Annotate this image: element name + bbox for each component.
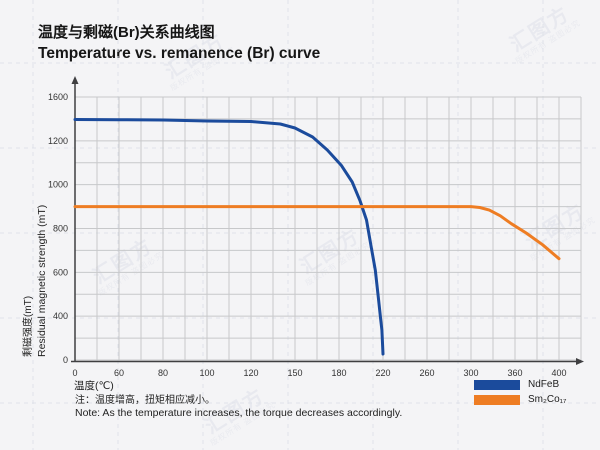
legend-label: Sm₂Co₁₇ (528, 394, 567, 405)
legend-swatch (474, 379, 520, 390)
x-axis-arrow (576, 358, 584, 365)
footnote: 注：温度增高，扭矩相应减小。 Note: As the temperature … (75, 394, 402, 420)
y-axis-title-en: Residual magnetic strength (mT) (36, 205, 48, 357)
x-tick-label: 80 (158, 368, 168, 378)
y-tick-label: 1200 (48, 136, 68, 146)
chart-title-en: Temperature vs. remanence (Br) curve (38, 45, 321, 62)
x-tick-label: 400 (551, 368, 566, 378)
y-tick-label: 800 (53, 224, 68, 234)
y-tick-label: 600 (53, 267, 68, 277)
chart-title-zh: 温度与剩磁(Br)关系曲线图 (38, 24, 215, 41)
chart-legend: NdFeB Sm₂Co₁₇ (474, 377, 566, 407)
y-tick-label: 400 (53, 311, 68, 321)
x-tick-label: 100 (199, 368, 214, 378)
y-tick-label: 1600 (48, 92, 68, 102)
x-tick-label: 260 (419, 368, 434, 378)
legend-swatch (474, 394, 520, 405)
x-tick-label: 150 (287, 368, 302, 378)
y-axis-arrow (71, 76, 79, 84)
x-tick-label: 60 (114, 368, 124, 378)
y-axis-title-zh: 剩磁强度(mT) (21, 296, 34, 357)
curve-smco (73, 205, 561, 261)
x-axis-title: 温度(℃) (74, 380, 114, 392)
x-tick-label: 360 (507, 368, 522, 378)
y-tick-label: 1000 (48, 180, 68, 190)
x-tick-label: 120 (243, 368, 258, 378)
legend-label: NdFeB (528, 379, 560, 390)
chart-title-block: 温度与剩磁(Br)关系曲线图 Temperature vs. remanence… (38, 22, 320, 64)
footnote-en: Note: As the temperature increases, the … (75, 407, 403, 419)
legend-item: Sm₂Co₁₇ (474, 392, 566, 407)
x-tick-label: 0 (72, 368, 77, 378)
x-tick-label: 220 (375, 368, 390, 378)
x-tick-label: 300 (463, 368, 478, 378)
curve-ndfeb (73, 118, 385, 356)
x-tick-label: 180 (331, 368, 346, 378)
footnote-zh: 注：温度增高，扭矩相应减小。 (75, 395, 215, 406)
legend-item: NdFeB (474, 377, 566, 392)
y-tick-label: 0 (63, 355, 68, 365)
